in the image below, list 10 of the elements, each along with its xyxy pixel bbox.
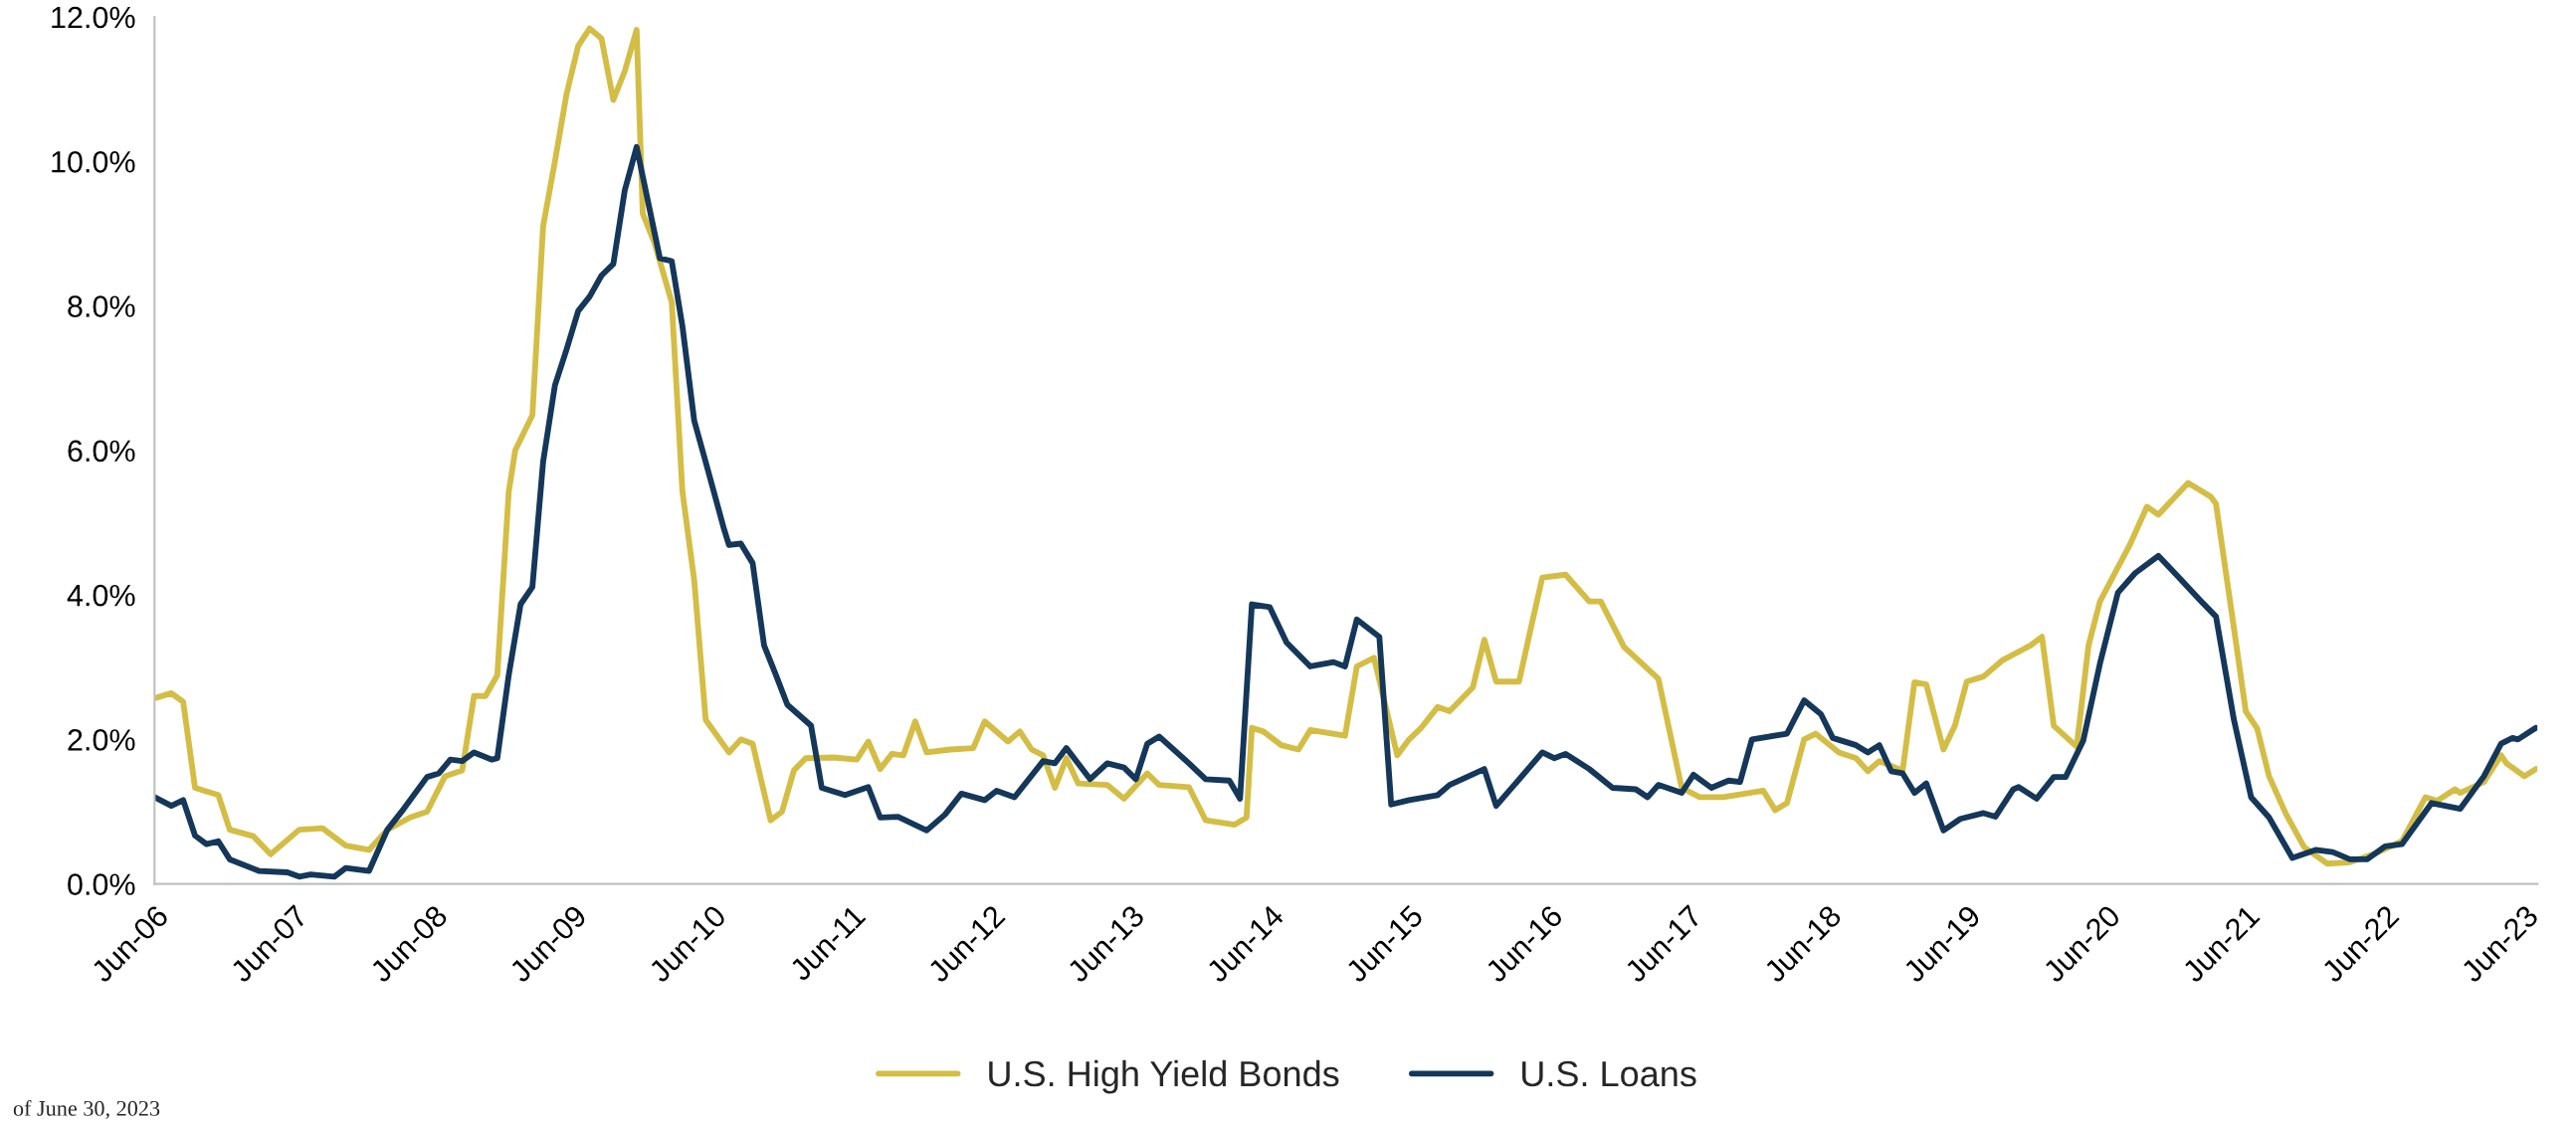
y-tick-label: 12.0%: [52, 6, 135, 29]
y-tick-label: 10.0%: [52, 150, 135, 173]
legend-label: U.S. High Yield Bonds: [989, 1059, 1339, 1094]
text: of June 30, 2023: [13, 1099, 160, 1120]
y-tick-label: 2.0%: [68, 729, 135, 751]
y-tick-label: 6.0%: [68, 440, 135, 463]
y-tick-label: 4.0%: [67, 584, 135, 607]
y-tick-label: 0.0%: [68, 873, 135, 895]
y-tick-label: 8.0%: [68, 295, 135, 317]
legend-label: U.S. Loans: [1522, 1060, 1696, 1087]
